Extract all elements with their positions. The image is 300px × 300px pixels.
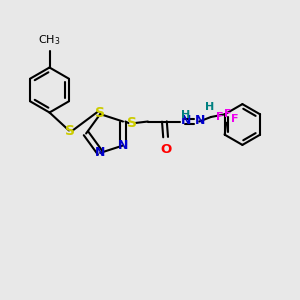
Text: N: N: [181, 114, 191, 128]
Text: S: S: [64, 124, 75, 137]
Text: N: N: [195, 114, 206, 128]
Text: F: F: [224, 109, 232, 119]
Text: CH$_3$: CH$_3$: [38, 34, 61, 47]
Text: H: H: [205, 102, 214, 112]
Text: N: N: [118, 139, 128, 152]
Text: F: F: [216, 112, 224, 122]
Text: S: S: [95, 106, 105, 120]
Text: N: N: [95, 146, 105, 159]
Text: H: H: [181, 110, 190, 120]
Text: S: S: [127, 116, 137, 130]
Text: O: O: [160, 142, 171, 155]
Text: F: F: [231, 114, 238, 124]
